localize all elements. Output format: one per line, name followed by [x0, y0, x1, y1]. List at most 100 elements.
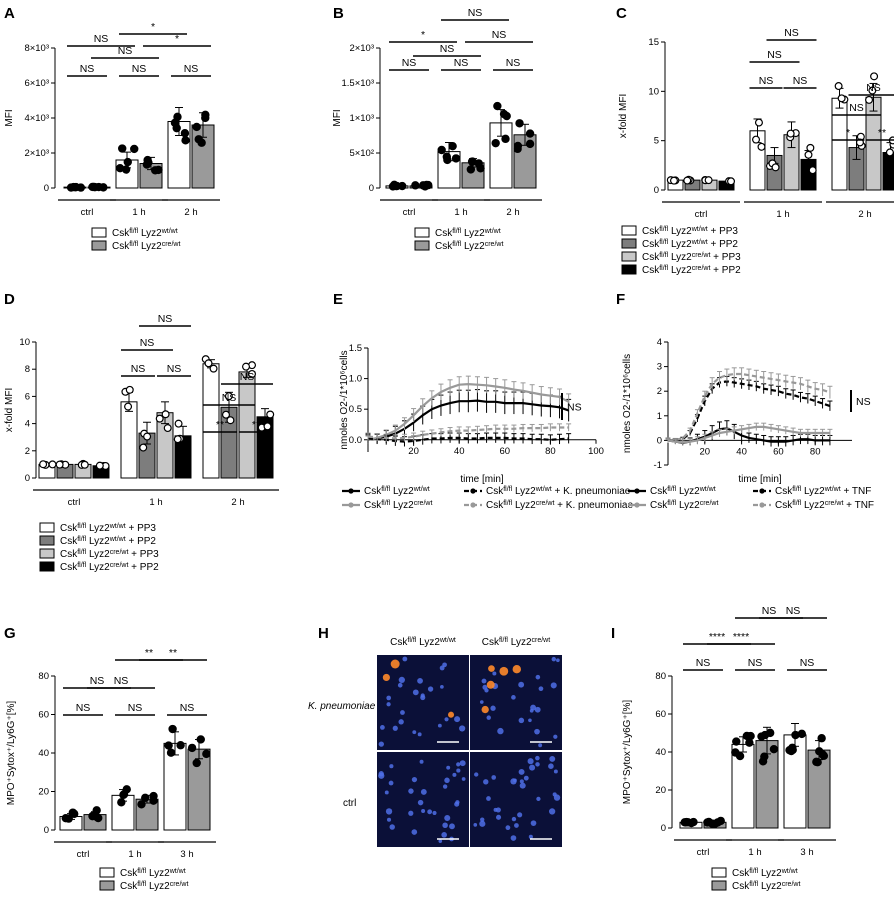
text-run: Lyz2 — [390, 500, 414, 511]
text-run: Csk — [120, 881, 138, 892]
nucleus — [449, 823, 455, 830]
data-point — [411, 181, 420, 190]
data-point — [139, 443, 148, 452]
nucleus — [411, 829, 418, 835]
y-tick-label: 1 — [657, 411, 662, 422]
micrograph-column-header: Cskfl/fl Lyz2wt/wt — [390, 637, 456, 649]
data-point — [466, 165, 476, 174]
group-label: ctrl — [68, 497, 81, 508]
legend-swatch — [39, 535, 55, 546]
significance-label: NS — [767, 49, 782, 61]
nucleus — [420, 694, 426, 701]
nucleus — [553, 734, 558, 739]
legend-swatch — [91, 240, 107, 251]
net-signal — [390, 659, 400, 669]
nucleus — [386, 695, 392, 701]
panel-label-E: E — [333, 291, 343, 308]
significance-label: NS — [402, 57, 417, 69]
legend-label: Cskfl/fl Lyz2wt/wt — [364, 486, 430, 498]
data-point — [88, 811, 97, 821]
data-point — [855, 138, 864, 147]
data-point — [151, 166, 160, 175]
significance-label: NS — [80, 63, 95, 75]
data-point — [742, 731, 752, 741]
data-point — [209, 364, 218, 373]
group-label: ctrl — [403, 207, 416, 218]
text-run: + PP2 — [128, 562, 159, 573]
y-axis-label: x-fold MFI — [4, 388, 15, 432]
legend-marker — [470, 502, 476, 508]
text-run: Csk — [60, 536, 78, 547]
panel-label-I: I — [611, 625, 615, 642]
series-line — [367, 382, 570, 441]
significance-label: NS — [184, 63, 199, 75]
text-run: Lyz2 — [801, 486, 825, 497]
nucleus — [528, 834, 533, 839]
text-run: fl/fl — [381, 486, 390, 493]
text-run: cre/wt — [110, 562, 129, 569]
y-axis-label: MFI — [332, 109, 343, 126]
data-point — [174, 419, 183, 428]
nucleus — [412, 689, 419, 696]
data-point — [166, 748, 176, 757]
data-point — [125, 385, 134, 394]
nucleus — [456, 762, 461, 767]
data-point — [202, 749, 211, 759]
nucleus — [389, 824, 395, 830]
nucleus — [411, 776, 418, 783]
significance-label: NS — [240, 371, 255, 383]
nucleus — [386, 817, 392, 822]
y-tick-label: 0 — [44, 825, 49, 836]
series-line — [367, 426, 569, 440]
legend-label: Cskfl/fl Lyz2cre/wt + PP2 — [642, 265, 741, 277]
group-label: 1 h — [149, 497, 162, 508]
nucleus — [553, 769, 558, 774]
series-csk-fl-fl-lyz2-cre-wt-tnf — [665, 367, 833, 442]
legend-swatch — [39, 548, 55, 559]
text-run: Csk — [486, 486, 504, 497]
nucleus — [444, 717, 449, 722]
text-run: Csk — [775, 500, 793, 511]
data-point — [732, 737, 741, 746]
text-run: Csk — [775, 486, 793, 497]
y-axis-label: x-fold MFI — [618, 94, 629, 138]
text-run: cre/wt — [692, 252, 711, 259]
data-point — [196, 735, 205, 744]
series-csk-fl-fl-lyz2-cre-wt — [665, 422, 833, 445]
legend-swatch — [99, 867, 115, 878]
data-point — [870, 72, 879, 81]
text-run: cre/wt — [414, 500, 433, 507]
legend-label: Cskfl/fl Lyz2cre/wt — [732, 881, 800, 893]
data-point — [757, 732, 766, 741]
y-tick-label: 80 — [655, 671, 666, 682]
y-tick-label: 0.0 — [349, 435, 362, 446]
text-run: cre/wt — [700, 500, 719, 507]
nucleus — [400, 710, 405, 715]
panel-label-A: A — [4, 5, 15, 22]
text-run: fl/fl — [381, 500, 390, 507]
text-run: + PP2 — [710, 265, 741, 276]
x-tick-label: 40 — [736, 446, 747, 457]
data-point — [388, 182, 398, 191]
nucleus — [421, 809, 426, 814]
nucleus — [397, 682, 403, 688]
y-axis-label: nmoles O2-/1*10⁶cells — [622, 354, 633, 453]
panel-label-G: G — [4, 625, 16, 642]
nucleus — [417, 732, 422, 737]
legend-marker — [634, 488, 640, 494]
data-point — [181, 136, 190, 145]
significance-label: * — [175, 33, 179, 45]
text-run: Lyz2 — [86, 523, 110, 534]
significance-label: ** — [145, 647, 153, 659]
data-point — [80, 460, 89, 469]
significance-label: NS — [506, 57, 521, 69]
data-point — [263, 422, 272, 431]
legend-swatch — [621, 251, 637, 262]
text-run: fl/fl — [503, 500, 512, 507]
text-run: + TNF — [841, 486, 872, 497]
legend-marker — [759, 502, 765, 508]
data-point — [197, 138, 206, 147]
y-tick-label: 2×10³ — [349, 43, 374, 54]
y-tick-label: 40 — [655, 747, 666, 758]
